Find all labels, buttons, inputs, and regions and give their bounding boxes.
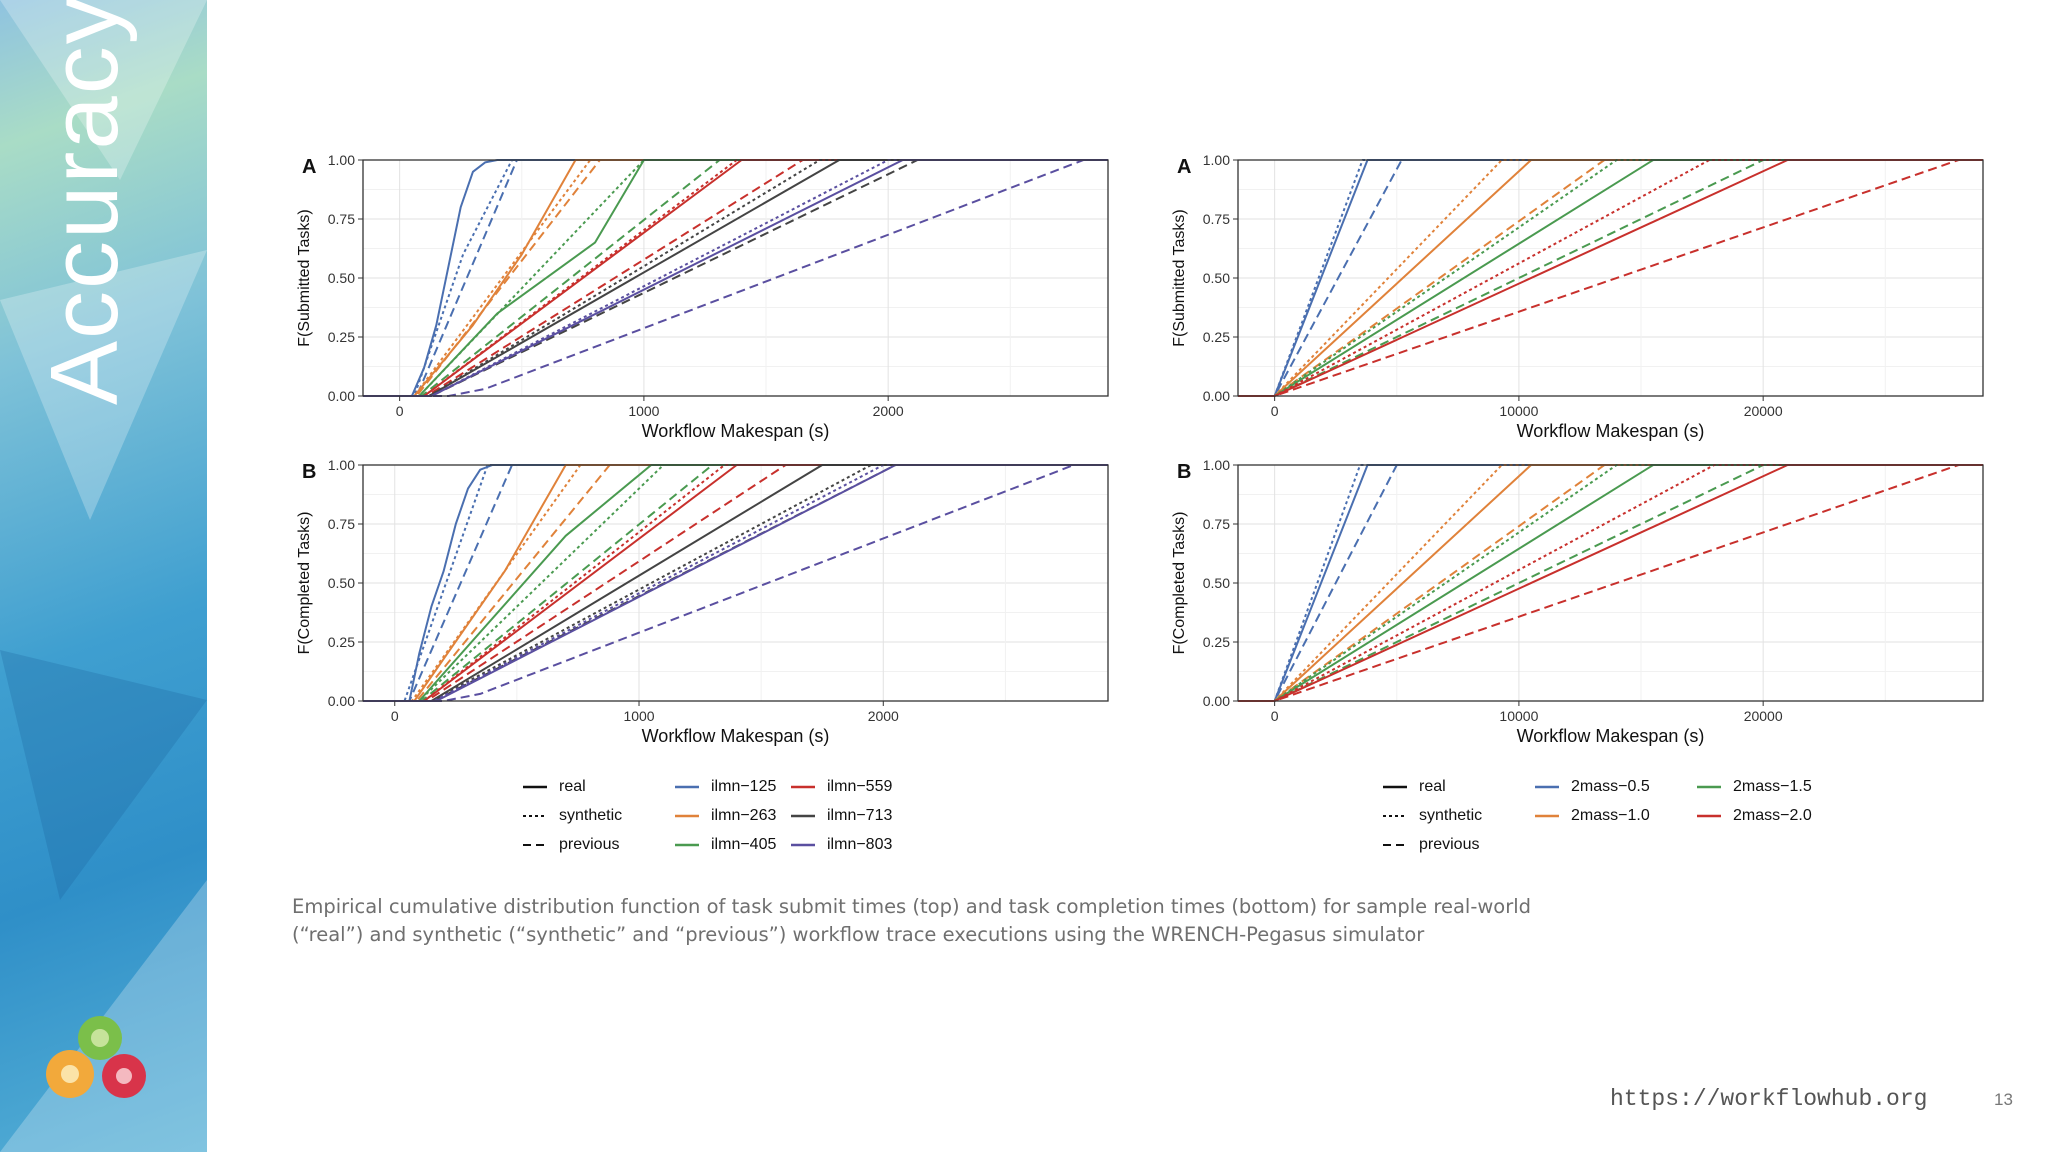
series-line-ilmn-803-previous (363, 464, 1108, 702)
x-tick-label: 0 (396, 403, 404, 419)
legend-right: real synthetic previous 2mass−0.5 2mass−… (1383, 778, 1812, 868)
chart-submit-2mass: 0.00 0.25 0.50 0.75 1.00 0 10000 20000 Workflow … (1171, 152, 1984, 441)
legend-item-real: real (523, 778, 586, 795)
y-tick-label: 0.00 (1203, 388, 1230, 404)
y-axis-title: F(Completed Tasks) (296, 512, 313, 655)
y-tick-label: 0.25 (328, 329, 355, 345)
y-tick-label: 0.25 (1203, 634, 1230, 650)
sidebar: Accuracy (0, 0, 207, 1152)
x-tick-label: 10000 (1499, 708, 1538, 724)
panel-label: A (1177, 156, 1191, 178)
legend-item-ilmn-803: ilmn−803 (791, 836, 893, 853)
legend-item-ilmn-713: ilmn−713 (791, 807, 893, 824)
legend-item-ilmn-263: ilmn−263 (675, 807, 777, 824)
panel-label: B (302, 461, 316, 483)
x-tick-label: 2000 (868, 708, 899, 724)
y-tick-label: 0.75 (328, 516, 355, 532)
y-tick-label: 0.00 (1203, 693, 1230, 709)
slide-title: Accuracy (31, 0, 138, 405)
workflowhub-logo (46, 1016, 146, 1098)
legend-item-2mass-1.0: 2mass−1.0 (1535, 807, 1650, 824)
y-tick-label: 0.50 (328, 575, 355, 591)
y-tick-label: 1.00 (328, 152, 355, 168)
y-tick-label: 0.75 (328, 211, 355, 227)
x-tick-label: 20000 (1744, 403, 1783, 419)
x-axis-title: Workflow Makespan (s) (642, 421, 830, 441)
panel-label: B (1177, 461, 1191, 483)
x-tick-label: 0 (1271, 403, 1279, 419)
x-tick-label: 1000 (628, 403, 659, 419)
page-number: 13 (1994, 1090, 2013, 1109)
panel-label: A (302, 156, 316, 178)
legend-item-2mass-2.0: 2mass−2.0 (1697, 807, 1812, 824)
chart-submit-ilmn: 0.00 0.25 0.50 0.75 1.00 0 1000 2000 Workflow Ma… (296, 152, 1109, 441)
x-tick-label: 10000 (1499, 403, 1538, 419)
legend-item-2mass-0.5: 2mass−0.5 (1535, 778, 1650, 795)
y-tick-label: 0.50 (1203, 270, 1230, 286)
y-tick-label: 0.00 (328, 388, 355, 404)
chart-complete-ilmn: 0.00 0.25 0.50 0.75 1.00 0 1000 2000 Workflow Ma… (296, 457, 1109, 746)
y-tick-label: 0.00 (328, 693, 355, 709)
y-tick-label: 0.25 (328, 634, 355, 650)
legend-item-previous: previous (1383, 836, 1480, 853)
y-tick-label: 0.50 (1203, 575, 1230, 591)
figure-caption: Empirical cumulative distribution functi… (292, 895, 1532, 946)
y-tick-label: 0.75 (1203, 516, 1230, 532)
x-axis-title: Workflow Makespan (s) (1517, 726, 1705, 746)
legend-item-synthetic: synthetic (1383, 807, 1483, 824)
y-axis-title: F(Submitted Tasks) (1171, 209, 1188, 347)
y-tick-label: 0.50 (328, 270, 355, 286)
series-line-ilmn-125-previous (363, 464, 1108, 702)
y-tick-label: 0.25 (1203, 329, 1230, 345)
x-tick-label: 0 (391, 708, 399, 724)
y-tick-label: 1.00 (328, 457, 355, 473)
x-tick-label: 1000 (623, 708, 654, 724)
x-axis-title: Workflow Makespan (s) (642, 726, 830, 746)
y-axis-title: F(Completed Tasks) (1171, 512, 1188, 655)
y-axis-title: F(Submitted Tasks) (296, 209, 313, 347)
y-tick-label: 1.00 (1203, 152, 1230, 168)
legend-left: real synthetic previous ilmn−125 ilmn−26… (523, 778, 923, 868)
x-tick-label: 2000 (873, 403, 904, 419)
x-tick-label: 20000 (1744, 708, 1783, 724)
legend-item-2mass-1.5: 2mass−1.5 (1697, 778, 1812, 795)
legend-item-synthetic: synthetic (523, 807, 623, 824)
x-tick-label: 0 (1271, 708, 1279, 724)
y-tick-label: 0.75 (1203, 211, 1230, 227)
x-axis-title: Workflow Makespan (s) (1517, 421, 1705, 441)
y-tick-label: 1.00 (1203, 457, 1230, 473)
legend-item-ilmn-405: ilmn−405 (675, 836, 777, 853)
legend-item-real: real (1383, 778, 1446, 795)
series-line-ilmn-125-real (363, 159, 1108, 397)
legend-item-ilmn-125: ilmn−125 (675, 778, 777, 795)
chart-complete-2mass: 0.00 0.25 0.50 0.75 1.00 0 10000 20000 Workflow … (1171, 457, 1984, 746)
footer-url[interactable]: https://workflowhub.org (1610, 1086, 1928, 1112)
legend-item-previous: previous (523, 836, 620, 853)
legend-item-ilmn-559: ilmn−559 (791, 778, 893, 795)
